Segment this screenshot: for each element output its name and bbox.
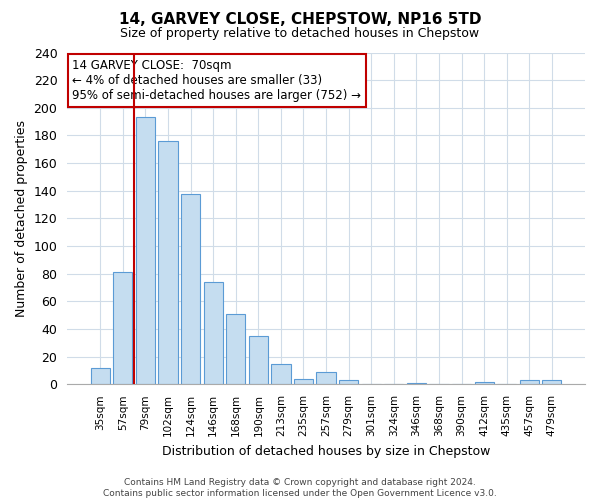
X-axis label: Distribution of detached houses by size in Chepstow: Distribution of detached houses by size … [162, 444, 490, 458]
Bar [316, 372, 335, 384]
Bar [475, 382, 494, 384]
Bar [113, 272, 133, 384]
Bar [136, 118, 155, 384]
Bar [91, 368, 110, 384]
Text: Contains HM Land Registry data © Crown copyright and database right 2024.
Contai: Contains HM Land Registry data © Crown c… [103, 478, 497, 498]
Bar [158, 141, 178, 384]
Text: Size of property relative to detached houses in Chepstow: Size of property relative to detached ho… [121, 28, 479, 40]
Bar [226, 314, 245, 384]
Bar [520, 380, 539, 384]
Bar [542, 380, 562, 384]
Bar [271, 364, 290, 384]
Bar [294, 379, 313, 384]
Y-axis label: Number of detached properties: Number of detached properties [15, 120, 28, 317]
Bar [181, 194, 200, 384]
Bar [339, 380, 358, 384]
Text: 14, GARVEY CLOSE, CHEPSTOW, NP16 5TD: 14, GARVEY CLOSE, CHEPSTOW, NP16 5TD [119, 12, 481, 28]
Text: 14 GARVEY CLOSE:  70sqm
← 4% of detached houses are smaller (33)
95% of semi-det: 14 GARVEY CLOSE: 70sqm ← 4% of detached … [73, 59, 361, 102]
Bar [249, 336, 268, 384]
Bar [407, 383, 426, 384]
Bar [203, 282, 223, 384]
